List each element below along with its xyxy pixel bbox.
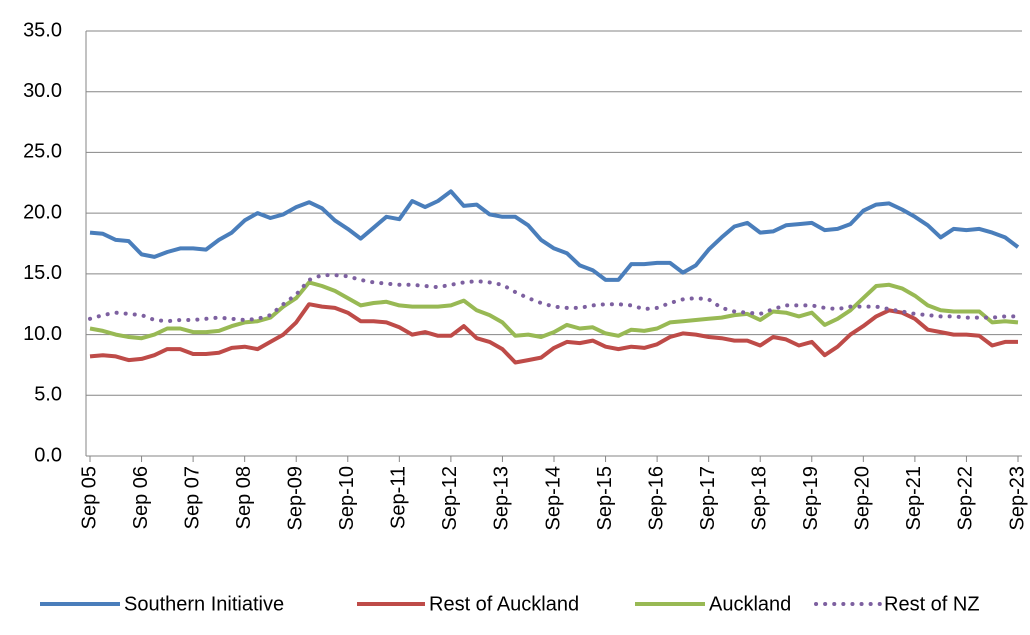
legend-label: Southern Initiative <box>124 593 284 615</box>
y-tick-label: 5.0 <box>34 384 62 406</box>
legend-label: Rest of Auckland <box>429 593 579 615</box>
y-tick-label: 0.0 <box>34 444 62 466</box>
x-tick-label: Sep-15 <box>594 466 616 531</box>
x-tick-label: Sep 05 <box>78 466 100 529</box>
y-tick-label: 15.0 <box>23 262 62 284</box>
x-tick-label: Sep-11 <box>388 466 410 529</box>
x-tick-label: Sep-22 <box>955 466 977 531</box>
x-tick-label: Sep-14 <box>542 466 564 531</box>
y-tick-label: 10.0 <box>23 323 62 345</box>
x-tick-label: Sep-20 <box>852 466 874 531</box>
x-tick-label: Sep-23 <box>1006 466 1028 531</box>
x-tick-label: Sep-16 <box>645 466 667 531</box>
y-tick-label: 35.0 <box>23 19 62 41</box>
series-line <box>89 189 1020 282</box>
x-tick-label: Sep-18 <box>749 466 771 531</box>
x-tick-label: Sep-21 <box>903 466 925 531</box>
series-line <box>89 302 1018 365</box>
x-tick-label: Sep-10 <box>336 466 358 531</box>
legend-label: Auckland <box>709 593 791 615</box>
y-tick-label: 25.0 <box>23 141 62 163</box>
x-tick-label: Sep-19 <box>800 466 822 531</box>
series-line <box>88 273 1020 324</box>
x-tick-label: Sep-17 <box>697 466 719 531</box>
x-tick-label: Sep-13 <box>491 466 513 531</box>
legend-label: Rest of NZ <box>884 593 980 615</box>
x-tick-label: Sep 06 <box>130 466 152 529</box>
x-tick-label: Sep-12 <box>439 466 461 531</box>
y-tick-label: 20.0 <box>23 201 62 223</box>
series-line <box>89 280 1019 341</box>
x-tick-label: Sep 07 <box>181 466 203 529</box>
x-tick-label: Sep 08 <box>233 466 255 529</box>
x-tick-label: Sep-09 <box>285 466 307 531</box>
y-tick-label: 30.0 <box>23 80 62 102</box>
